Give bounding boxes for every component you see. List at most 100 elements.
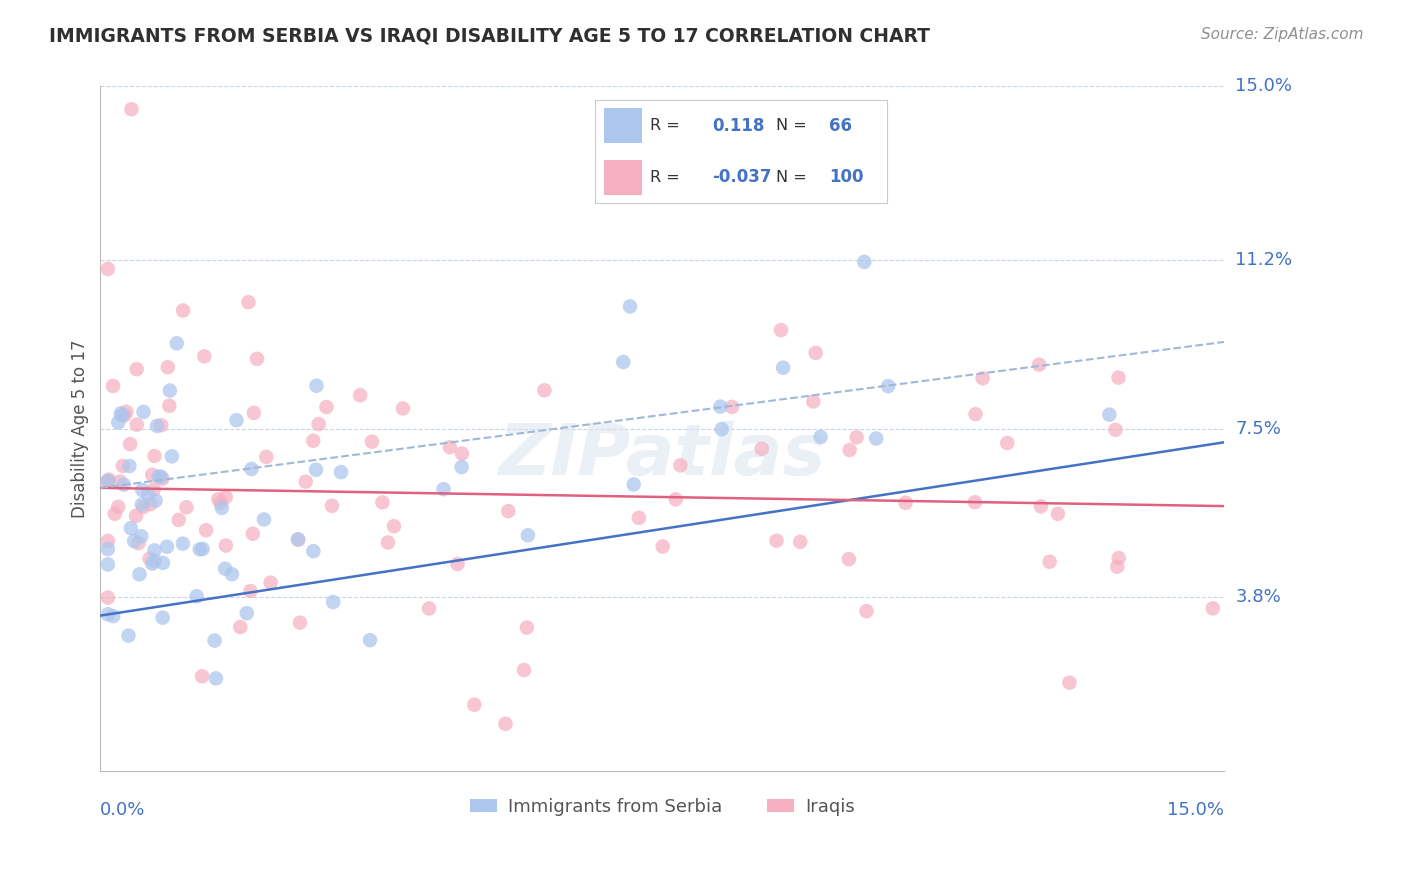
Point	[120, 521, 142, 535]
Point	[236, 606, 259, 620]
Point	[669, 458, 692, 473]
Point	[349, 388, 371, 402]
Point	[111, 409, 134, 423]
Point	[214, 562, 236, 576]
Point	[215, 490, 238, 504]
Point	[1202, 601, 1225, 615]
Text: Source: ZipAtlas.com: Source: ZipAtlas.com	[1201, 27, 1364, 42]
Point	[176, 500, 198, 515]
Point	[111, 458, 134, 473]
Point	[191, 669, 214, 683]
Point	[1028, 358, 1050, 372]
Point	[152, 610, 174, 624]
Text: 3.8%: 3.8%	[1236, 589, 1281, 607]
Text: 11.2%: 11.2%	[1236, 251, 1292, 268]
Point	[186, 589, 208, 603]
Text: ZIPatlas: ZIPatlas	[499, 421, 827, 491]
Point	[305, 463, 328, 477]
Point	[97, 474, 120, 488]
Point	[143, 554, 166, 568]
Point	[225, 413, 247, 427]
Point	[709, 400, 731, 414]
Point	[239, 584, 262, 599]
Point	[97, 475, 120, 489]
Point	[287, 533, 309, 547]
Point	[322, 595, 344, 609]
Point	[240, 462, 263, 476]
Point	[451, 447, 474, 461]
Point	[1046, 507, 1069, 521]
Point	[108, 475, 131, 489]
Point	[167, 513, 190, 527]
Point	[845, 430, 868, 444]
Point	[972, 371, 994, 385]
Point	[125, 362, 148, 376]
Point	[619, 300, 641, 314]
Point	[769, 323, 792, 337]
Text: 7.5%: 7.5%	[1236, 419, 1281, 438]
Point	[1108, 370, 1130, 384]
Point	[804, 346, 827, 360]
Point	[107, 500, 129, 514]
Point	[110, 406, 132, 420]
Point	[302, 434, 325, 448]
Point	[361, 434, 384, 449]
Point	[243, 406, 266, 420]
Point	[253, 512, 276, 526]
Point	[463, 698, 485, 712]
Point	[665, 492, 688, 507]
Point	[221, 567, 243, 582]
Point	[132, 405, 155, 419]
Point	[995, 436, 1018, 450]
Point	[287, 532, 309, 546]
Point	[145, 493, 167, 508]
Point	[97, 261, 120, 276]
Point	[765, 533, 787, 548]
Point	[516, 528, 538, 542]
Point	[294, 475, 316, 489]
Point	[138, 551, 160, 566]
Point	[152, 556, 174, 570]
Point	[205, 672, 228, 686]
Point	[305, 378, 328, 392]
Point	[450, 460, 472, 475]
Point	[315, 400, 337, 414]
Text: 15.0%: 15.0%	[1236, 78, 1292, 95]
Point	[446, 557, 468, 571]
Point	[188, 542, 211, 557]
Point	[112, 409, 135, 423]
Point	[156, 540, 179, 554]
Point	[146, 419, 169, 434]
Point	[115, 405, 138, 419]
Point	[308, 417, 330, 431]
Y-axis label: Disability Age 5 to 17: Disability Age 5 to 17	[72, 339, 89, 518]
Point	[302, 544, 325, 558]
Point	[97, 542, 120, 557]
Point	[125, 417, 148, 432]
Point	[143, 449, 166, 463]
Point	[128, 567, 150, 582]
Point	[721, 400, 744, 414]
Point	[157, 399, 180, 413]
Point	[1104, 423, 1126, 437]
Point	[330, 465, 353, 479]
Point	[1039, 555, 1062, 569]
Point	[789, 534, 811, 549]
Point	[965, 407, 987, 421]
Point	[242, 526, 264, 541]
Point	[432, 482, 454, 496]
Point	[159, 384, 181, 398]
Point	[209, 496, 232, 510]
Point	[107, 415, 129, 429]
Point	[120, 102, 142, 116]
Point	[97, 591, 120, 605]
Point	[141, 467, 163, 482]
Point	[229, 620, 252, 634]
Point	[1108, 551, 1130, 566]
Point	[894, 496, 917, 510]
Point	[103, 609, 125, 624]
Point	[533, 384, 555, 398]
Point	[651, 540, 673, 554]
Point	[439, 440, 461, 454]
Point	[150, 469, 173, 483]
